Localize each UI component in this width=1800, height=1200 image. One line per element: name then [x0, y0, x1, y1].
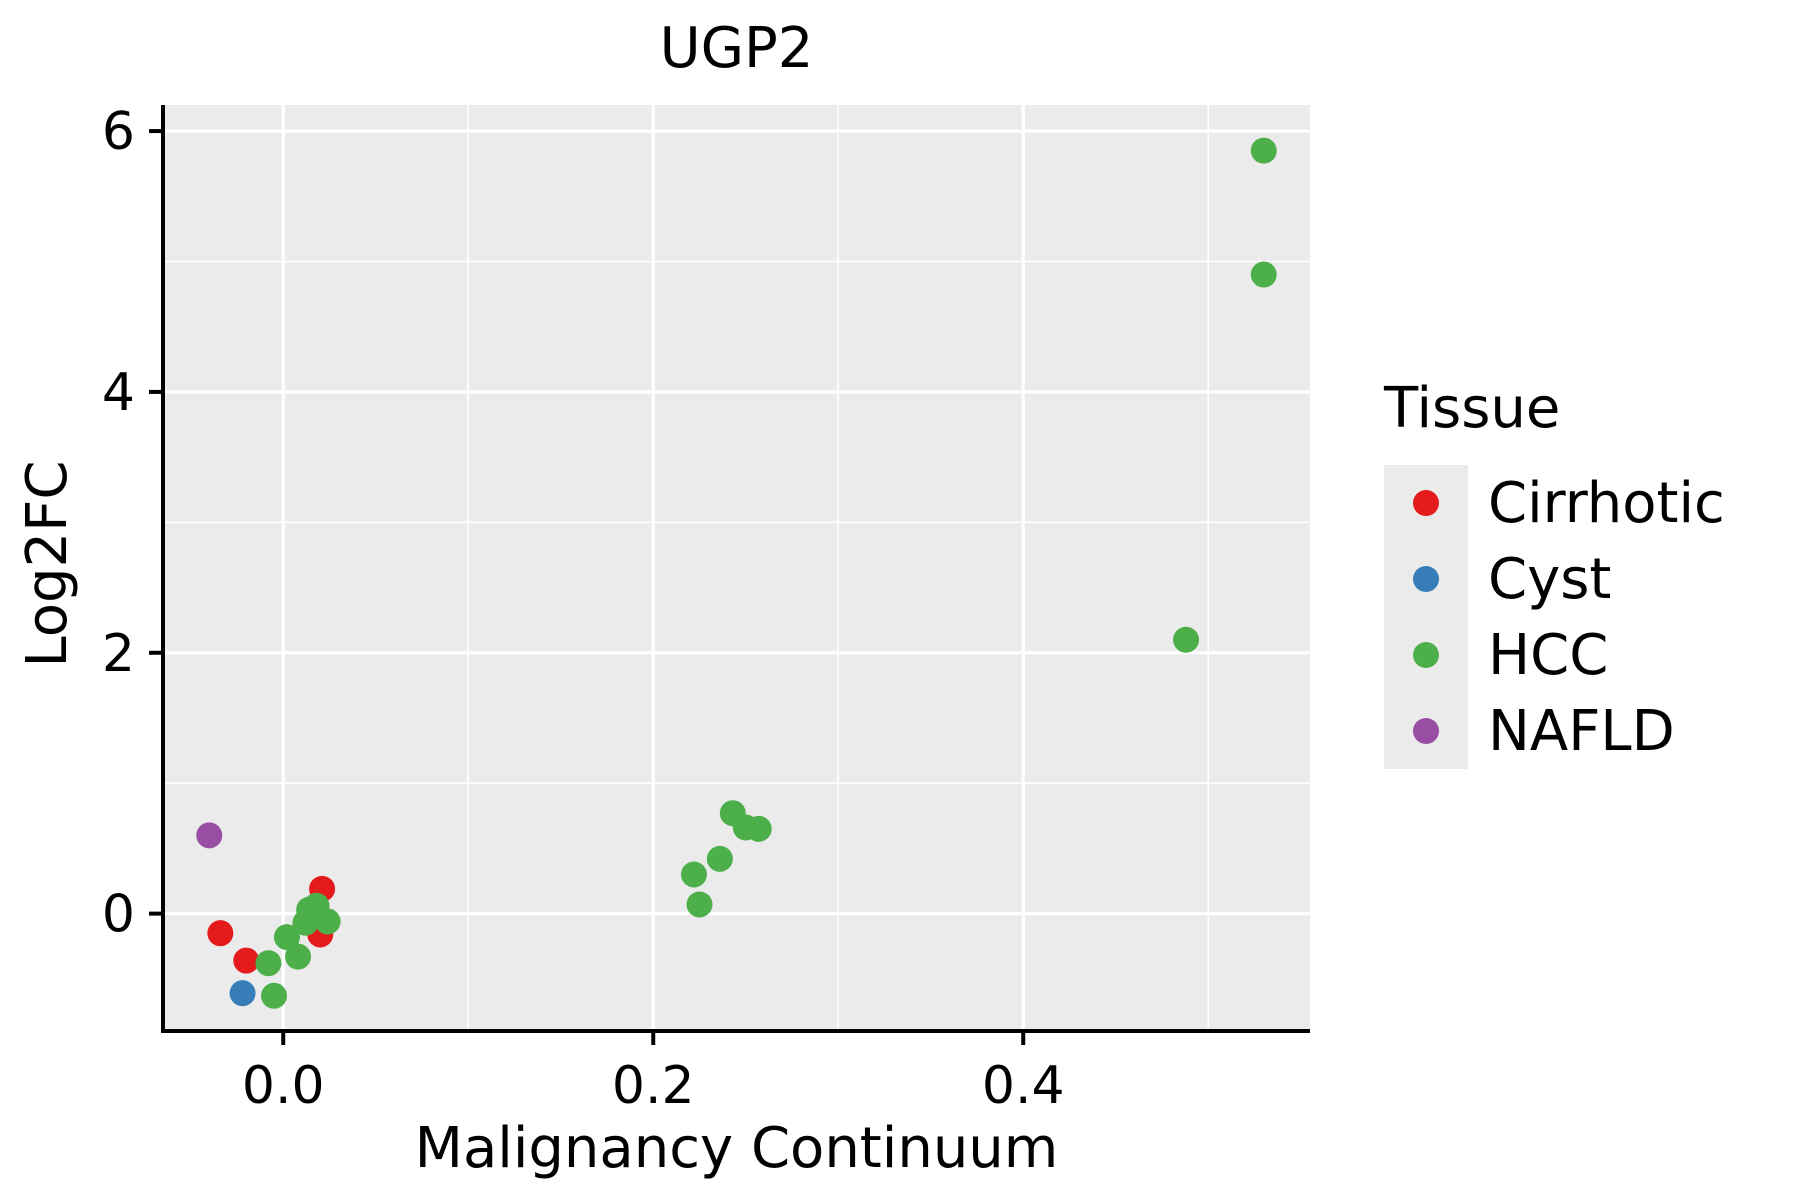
data-point-hcc	[273, 924, 300, 951]
legend-swatch	[1384, 541, 1468, 617]
data-point-hcc	[1173, 626, 1200, 653]
legend-dot-icon	[1413, 642, 1439, 668]
legend-label: NAFLD	[1488, 698, 1675, 764]
data-point-hcc	[686, 891, 713, 918]
legend-swatch	[1384, 465, 1468, 541]
data-point-hcc	[1250, 261, 1277, 288]
legend-entries: Cirrhotic Cyst HCC NAFLD	[1384, 465, 1725, 769]
data-point-hcc	[680, 861, 707, 888]
data-point-cyst	[229, 980, 256, 1007]
legend-entry-hcc: HCC	[1384, 617, 1725, 693]
data-point-hcc	[285, 943, 312, 970]
y-tick-label: 0	[102, 885, 135, 945]
x-tick-label: 0.2	[612, 1056, 695, 1116]
legend-entry-cyst: Cyst	[1384, 541, 1725, 617]
data-point-nafld	[196, 822, 223, 849]
data-point-hcc	[255, 950, 282, 977]
legend-entry-nafld: NAFLD	[1384, 693, 1725, 769]
y-tick-label: 2	[102, 624, 135, 684]
data-point-hcc	[314, 908, 341, 935]
data-point-hcc	[706, 845, 733, 872]
y-axis-title: Log2FC	[15, 460, 80, 668]
legend-label: Cirrhotic	[1488, 470, 1725, 536]
legend-swatch	[1384, 617, 1468, 693]
y-tick-label: 6	[102, 102, 135, 162]
x-axis-title: Malignancy Continuum	[414, 1116, 1059, 1181]
legend: Tissue Cirrhotic Cyst HCC NAFLD	[1384, 376, 1725, 769]
data-point-hcc	[745, 815, 772, 842]
legend-title: Tissue	[1384, 376, 1561, 441]
legend-dot-icon	[1413, 718, 1439, 744]
legend-dot-icon	[1413, 566, 1439, 592]
chart-title: UGP2	[659, 16, 814, 81]
x-tick-label: 0.4	[982, 1056, 1065, 1116]
data-point-cirrhotic	[233, 947, 260, 974]
legend-dot-icon	[1413, 490, 1439, 516]
legend-label: Cyst	[1488, 546, 1612, 612]
plot-panel	[163, 105, 1310, 1031]
data-point-hcc	[261, 982, 287, 1009]
x-tick-label: 0.0	[242, 1056, 325, 1116]
data-point-cirrhotic	[207, 920, 234, 947]
data-point-hcc	[1250, 137, 1277, 164]
legend-swatch	[1384, 693, 1468, 769]
y-tick-label: 4	[102, 363, 135, 423]
legend-label: HCC	[1488, 622, 1609, 688]
legend-entry-cirrhotic: Cirrhotic	[1384, 465, 1725, 541]
